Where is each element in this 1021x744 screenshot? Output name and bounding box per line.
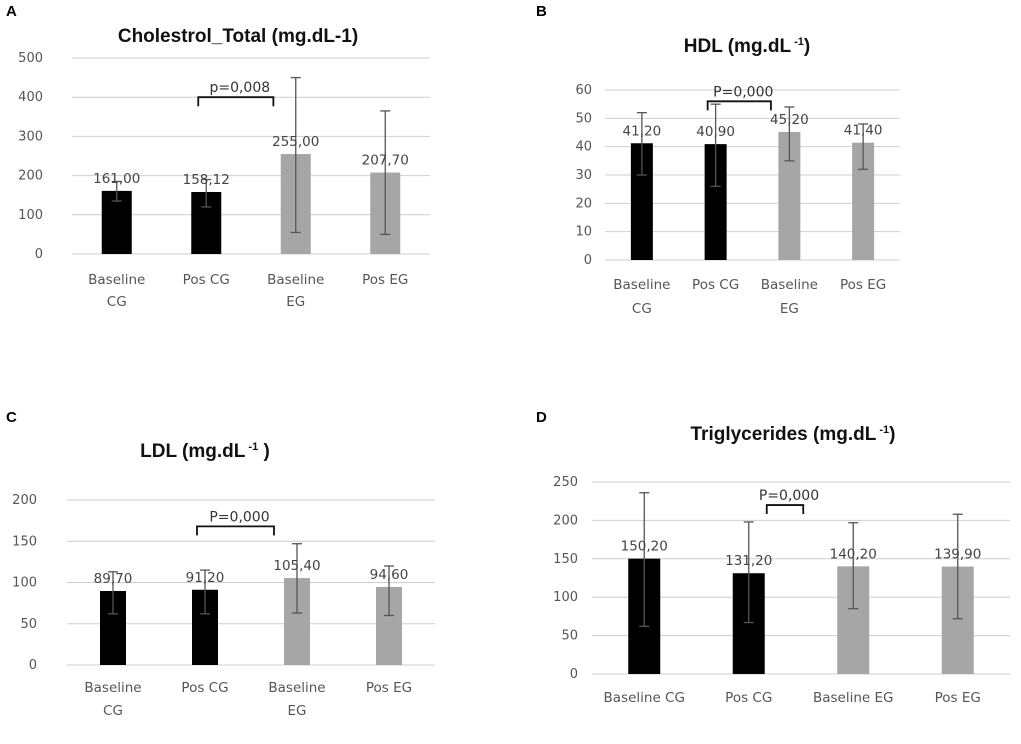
y-tick-label: 60	[575, 83, 592, 98]
y-tick-label: 20	[575, 196, 592, 211]
y-tick-label: 100	[18, 208, 43, 223]
significance-bracket	[197, 96, 275, 107]
y-tick-label: 500	[18, 51, 43, 66]
p-value-label: P=0,000	[759, 488, 819, 504]
chart-title: Triglycerides (mg.dL -1)	[691, 424, 896, 445]
chart-panel-a: A Cholestrol_Total (mg.dL-1) 0 100 200 300 40…	[0, 0, 510, 372]
category-label: Pos CG	[181, 680, 228, 696]
category-label: Baseline	[761, 277, 818, 293]
category-label: Pos CG	[183, 272, 230, 288]
chart-panel-c: C LDL (mg.dL -1 ) 0 50 100 150 200 89,70 Baseli…	[0, 372, 510, 744]
data-label: 91,20	[186, 570, 225, 586]
data-label: 158,12	[183, 172, 230, 188]
y-tick-label: 10	[575, 225, 592, 240]
panel-letter-a: A	[6, 3, 17, 20]
chart-svg-c: LDL (mg.dL -1 ) 0 50 100 150 200 89,70 Baseline…	[12, 441, 435, 719]
significance-bracket	[765, 504, 805, 515]
data-label: 139,90	[934, 547, 981, 563]
chart-title: Cholestrol_Total (mg.dL-1)	[118, 26, 358, 47]
category-label: Pos EG	[935, 690, 981, 706]
category-label: EG	[780, 301, 799, 317]
y-tick-label: 150	[553, 552, 578, 567]
y-tick-label: 0	[584, 253, 592, 268]
category-label: CG	[632, 301, 652, 317]
data-label: 105,40	[273, 558, 320, 574]
bar	[630, 143, 653, 260]
category-label: EG	[286, 294, 305, 310]
y-tick-label: 40	[575, 140, 592, 155]
y-tick-label: 0	[570, 667, 578, 682]
category-label: CG	[103, 703, 123, 719]
category-label: Baseline	[268, 680, 325, 696]
y-tick-label: 250	[553, 475, 578, 490]
category-label: Baseline	[88, 272, 145, 288]
panel-letter-d: D	[536, 409, 547, 426]
y-tick-label: 50	[575, 111, 592, 126]
chart-svg-d: Triglycerides (mg.dL -1) 0 50 100 150 200 250 1…	[553, 424, 1010, 706]
category-label: EG	[288, 703, 307, 719]
y-tick-label: 0	[29, 658, 37, 673]
chart-title: HDL (mg.dL -1)	[684, 36, 810, 57]
chart-panel-b: B HDL (mg.dL -1) 0 10 20 30 40 50 60 41,20 Baseli…	[510, 0, 1021, 372]
category-label: Pos CG	[725, 690, 772, 706]
category-label: CG	[107, 294, 127, 310]
category-label: Baseline EG	[813, 690, 894, 706]
data-label: 161,00	[93, 171, 140, 187]
y-tick-label: 50	[20, 617, 37, 632]
p-value-label: P=0,000	[713, 84, 773, 100]
chart-panel-d: D Triglycerides (mg.dL -1) 0 50 100 150 200 25…	[510, 372, 1021, 744]
chart-svg-b: HDL (mg.dL -1) 0 10 20 30 40 50 60 41,20 Baseline…	[575, 36, 900, 317]
data-label: 40,90	[696, 124, 735, 140]
data-label: 255,00	[272, 134, 319, 150]
y-tick-label: 200	[12, 493, 37, 508]
significance-bracket	[706, 100, 772, 111]
category-label: Baseline	[613, 277, 670, 293]
category-label: Baseline	[84, 680, 141, 696]
y-tick-label: 200	[553, 513, 578, 528]
bar	[852, 142, 875, 260]
data-label: 207,70	[362, 153, 409, 169]
category-label: Baseline CG	[604, 690, 685, 706]
chart-svg-a: Cholestrol_Total (mg.dL-1) 0 100 200 300 400 5…	[18, 26, 430, 310]
y-tick-label: 300	[18, 129, 43, 144]
data-label: 140,20	[830, 546, 877, 562]
data-label: 94,60	[370, 567, 409, 583]
data-label: 41,20	[623, 123, 662, 139]
bar	[778, 131, 801, 260]
category-label: Pos EG	[366, 680, 412, 696]
p-value-label: P=0,000	[209, 509, 269, 525]
category-label: Pos CG	[692, 277, 739, 293]
y-tick-label: 200	[18, 169, 43, 184]
category-label: Pos EG	[840, 277, 886, 293]
y-tick-label: 100	[12, 576, 37, 591]
y-tick-label: 100	[553, 590, 578, 605]
panel-letter-b: B	[536, 3, 547, 20]
y-tick-label: 400	[18, 90, 43, 105]
category-label: Pos EG	[362, 272, 408, 288]
data-label: 150,20	[621, 539, 668, 555]
data-label: 41,40	[844, 123, 883, 139]
y-tick-label: 150	[12, 534, 37, 549]
y-tick-label: 30	[575, 168, 592, 183]
data-label: 45,20	[770, 112, 809, 128]
y-tick-label: 50	[561, 629, 578, 644]
chart-title: LDL (mg.dL -1 )	[140, 441, 270, 462]
bar	[704, 144, 727, 260]
y-tick-label: 0	[35, 247, 43, 262]
p-value-label: p=0,008	[209, 80, 270, 96]
data-label: 89,70	[94, 571, 133, 587]
data-label: 131,20	[725, 553, 772, 569]
significance-bracket	[196, 525, 275, 536]
panel-letter-c: C	[6, 409, 17, 426]
category-label: Baseline	[267, 272, 324, 288]
